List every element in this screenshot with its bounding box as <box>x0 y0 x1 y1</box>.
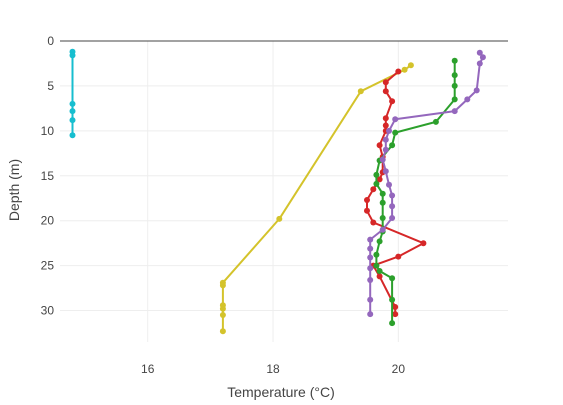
data-point <box>373 251 380 258</box>
data-point <box>370 186 377 193</box>
data-point <box>451 72 458 79</box>
y-tick-label: 0 <box>47 34 54 48</box>
data-point <box>364 197 370 203</box>
data-point <box>219 305 226 312</box>
data-point <box>451 57 458 64</box>
data-point <box>69 100 76 107</box>
data-point <box>382 88 389 95</box>
data-point <box>389 203 396 210</box>
data-point <box>392 129 399 136</box>
data-point <box>367 236 374 243</box>
data-point <box>395 68 402 75</box>
data-point <box>367 311 374 318</box>
data-point <box>376 176 383 183</box>
grid-lines <box>60 41 508 342</box>
series-3 <box>364 68 427 318</box>
data-point <box>376 238 383 245</box>
data-point <box>464 96 471 103</box>
data-point <box>379 190 386 197</box>
tick-labels: 16 18 20 0 5 10 15 20 25 30 <box>41 34 406 376</box>
y-tick-label: 25 <box>41 259 55 273</box>
data-point <box>373 180 380 187</box>
data-point <box>476 49 483 56</box>
y-tick-label: 5 <box>47 79 54 93</box>
data-point <box>382 168 389 175</box>
data-point <box>219 312 226 318</box>
y-tick-label: 15 <box>41 169 55 183</box>
data-point <box>376 268 383 274</box>
series-layer <box>69 48 486 335</box>
data-point <box>389 98 396 105</box>
data-point <box>367 277 374 283</box>
data-point <box>370 219 377 226</box>
data-point <box>382 122 389 129</box>
data-point <box>389 275 396 282</box>
data-point <box>476 60 483 67</box>
data-point <box>69 117 76 124</box>
data-point <box>373 171 380 178</box>
y-tick-label: 20 <box>41 214 55 228</box>
data-point <box>389 296 396 303</box>
data-point <box>379 156 386 163</box>
series-1 <box>69 48 76 139</box>
x-tick-label: 20 <box>392 362 406 376</box>
data-point <box>386 181 392 188</box>
data-point <box>386 127 392 134</box>
series-line <box>366 70 425 315</box>
data-point <box>379 199 386 206</box>
y-tick-label: 30 <box>41 304 55 318</box>
data-point <box>389 142 396 149</box>
series-5 <box>367 49 486 318</box>
x-tick-label: 18 <box>266 362 280 376</box>
data-point <box>69 132 76 139</box>
data-point <box>382 115 389 122</box>
data-point <box>376 273 383 280</box>
x-tick-label: 16 <box>141 362 155 376</box>
data-point <box>379 226 386 233</box>
series-4 <box>373 57 458 327</box>
data-point <box>392 304 399 310</box>
data-point <box>407 62 414 69</box>
data-point <box>420 240 427 247</box>
data-point <box>367 254 374 261</box>
data-point <box>367 265 374 272</box>
data-point <box>382 79 389 86</box>
data-point <box>357 88 364 95</box>
data-point <box>69 108 76 115</box>
x-axis-title: Temperature (°C) <box>227 384 335 400</box>
data-point <box>382 146 389 153</box>
data-point <box>373 262 380 269</box>
data-point <box>401 66 408 73</box>
data-point <box>276 215 283 222</box>
data-point <box>364 207 370 214</box>
data-point <box>367 296 374 303</box>
y-axis-title: Depth (m) <box>6 159 22 221</box>
data-point <box>389 215 396 221</box>
data-point <box>392 311 399 318</box>
y-tick-label: 10 <box>41 124 55 138</box>
data-point <box>389 320 396 327</box>
data-point <box>219 282 226 289</box>
data-point <box>451 82 458 89</box>
data-point <box>432 118 439 125</box>
data-point <box>451 108 458 115</box>
data-point <box>379 215 386 221</box>
data-point <box>219 328 226 335</box>
data-point <box>389 192 396 199</box>
data-point <box>376 142 383 149</box>
data-point <box>69 52 76 59</box>
series-2 <box>219 62 414 335</box>
data-point <box>451 96 458 103</box>
data-point <box>395 253 402 260</box>
data-point <box>392 116 399 123</box>
data-point <box>479 54 486 61</box>
data-point <box>367 245 374 252</box>
series-line <box>375 60 456 324</box>
data-point <box>473 87 480 94</box>
data-point <box>382 136 389 143</box>
